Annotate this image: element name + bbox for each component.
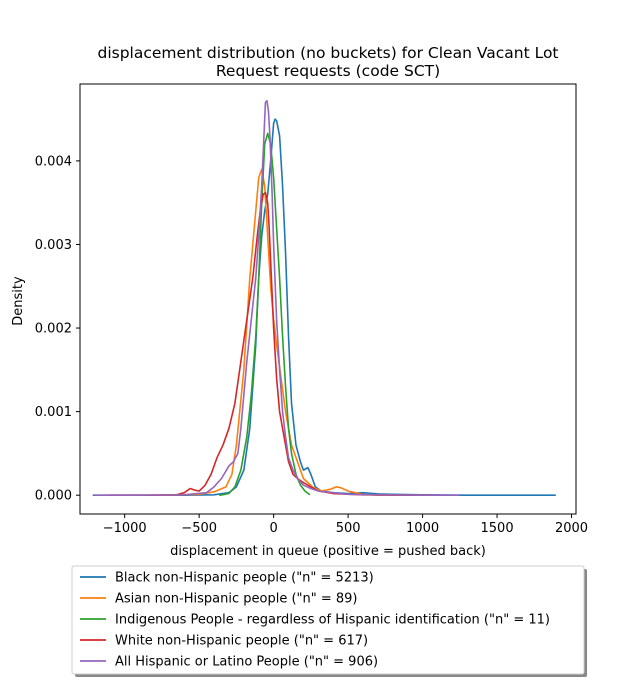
x-tick-label: −500 [181,521,217,536]
legend-entry-0: Black non-Hispanic people ("n" = 5213) [115,571,374,586]
x-tick-label: 2000 [555,521,588,536]
y-tick-label: 0.003 [35,238,72,253]
chart-title-line-2: Request requests (code SCT) [216,62,440,80]
y-axis-label: Density [11,276,26,326]
series-lines [92,99,556,497]
series-line-1 [108,168,424,497]
x-tick-label: 0 [269,521,277,536]
y-axis-ticks: 0.000 0.001 0.002 0.003 0.004 [35,154,80,504]
y-tick-label: 0.004 [35,154,72,169]
chart-title-line-1: displacement distribution (no buckets) f… [97,44,558,62]
chart-title: displacement distribution (no buckets) f… [97,44,558,80]
x-axis-ticks: −1000 −500 0 500 1000 1500 2000 [103,514,588,536]
legend-entry-4: All Hispanic or Latino People ("n" = 906… [115,655,378,670]
series-line-3 [108,191,439,497]
legend-box [71,565,585,675]
plot-frame [79,83,577,515]
x-axis-label: displacement in queue (positive = pushed… [170,544,486,559]
series-line-4 [94,99,460,497]
legend-entry-1: Asian non-Hispanic people ("n" = 89) [115,592,358,607]
x-tick-label: −1000 [103,521,147,536]
y-tick-label: 0.001 [35,405,72,420]
series-line-0 [92,118,556,497]
legend: Black non-Hispanic people ("n" = 5213) As… [71,565,587,677]
y-tick-label: 0.000 [35,489,72,504]
x-tick-label: 1000 [406,521,439,536]
y-tick-label: 0.002 [35,322,72,337]
legend-entry-3: White non-Hispanic people ("n" = 617) [115,634,368,649]
x-tick-label: 1500 [481,521,514,536]
x-tick-label: 500 [336,521,361,536]
legend-entry-2: Indigenous People - regardless of Hispan… [115,613,550,628]
